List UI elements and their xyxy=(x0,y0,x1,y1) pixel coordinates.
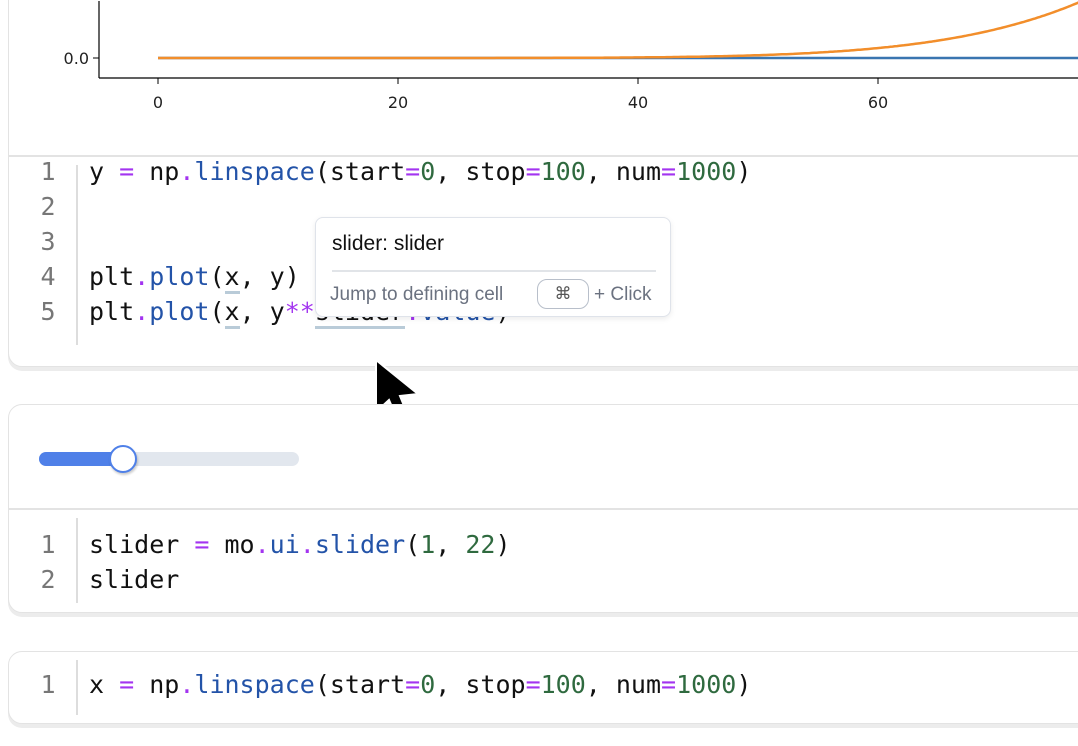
x-tick-label: 20 xyxy=(388,93,408,112)
definition-tooltip: slider: slider Jump to defining cell ⌘ +… xyxy=(315,217,671,317)
tooltip-title: slider: slider xyxy=(332,232,445,255)
code-editor[interactable]: 1 2 slider = mo.ui.slider(1, 22) slider xyxy=(9,508,1078,612)
line-number: 1 xyxy=(40,530,56,559)
code-line[interactable]: plt.plot(x, y) xyxy=(89,262,300,294)
slider-thumb[interactable] xyxy=(109,445,138,473)
tooltip-divider xyxy=(332,270,656,272)
x-tick-label: 60 xyxy=(868,93,888,112)
tooltip-hint[interactable]: Jump to defining cell xyxy=(330,284,504,305)
code-line[interactable]: y = np.linspace(start=0, stop=100, num=1… xyxy=(89,157,752,186)
line-number: 1 xyxy=(40,157,56,186)
cell-slider: 1 2 slider = mo.ui.slider(1, 22) slider xyxy=(8,404,1078,613)
code-line[interactable]: slider = mo.ui.slider(1, 22) xyxy=(89,530,511,559)
slider[interactable] xyxy=(39,445,299,473)
code-line[interactable]: slider xyxy=(89,565,180,594)
line-number: 4 xyxy=(40,262,56,291)
gutter-line xyxy=(76,165,78,345)
cell-x-definition: 1 x = np.linspace(start=0, stop=100, num… xyxy=(8,651,1078,724)
gutter-line xyxy=(76,518,78,603)
y-tick-label: 0.0 xyxy=(64,49,89,68)
line-number: 2 xyxy=(40,192,56,221)
x-tick-label: 0 xyxy=(153,93,163,112)
x-tick-label: 40 xyxy=(628,93,648,112)
line-number: 2 xyxy=(40,565,56,594)
slider-fill xyxy=(39,452,120,466)
code-editor[interactable]: 1 x = np.linspace(start=0, stop=100, num… xyxy=(9,652,1078,723)
cell-divider xyxy=(9,508,1078,510)
line-number: 5 xyxy=(40,297,56,326)
gutter-line xyxy=(76,660,78,715)
cell-divider xyxy=(9,155,1078,157)
line-number: 3 xyxy=(40,227,56,256)
code-line[interactable]: x = np.linspace(start=0, stop=100, num=1… xyxy=(89,670,752,699)
plot-output: 0 20 40 60 0.0 xyxy=(64,1,1078,112)
command-key-icon: ⌘ xyxy=(537,279,589,309)
tooltip-suffix: + Click xyxy=(594,284,652,305)
line-number: 1 xyxy=(40,670,56,699)
series-line-1 xyxy=(158,1,1078,60)
